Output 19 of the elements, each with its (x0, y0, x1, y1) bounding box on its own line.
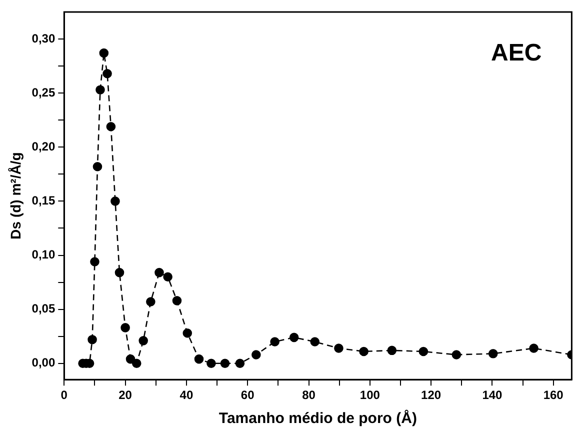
y-axis-title: Ds (d) m²/Å/g (7, 152, 24, 240)
y-tick-label: 0,05 (32, 302, 56, 316)
x-tick-label: 120 (421, 388, 442, 402)
x-tick-label: 20 (118, 388, 132, 402)
x-tick-label: 0 (60, 388, 68, 402)
annotation: AEC (491, 40, 542, 67)
y-tick-label: 0,30 (32, 31, 56, 46)
y-tick-label: 0,25 (32, 85, 56, 100)
x-tick-label: 80 (302, 388, 316, 402)
x-axis-title: Tamanho médio de poro (Å) (218, 409, 417, 428)
y-tick-label: 0,15 (32, 194, 56, 208)
x-tick-label: 100 (360, 388, 380, 402)
x-tick-label: 140 (482, 388, 503, 402)
y-tick-label: 0,00 (32, 356, 56, 370)
x-tick-label: 160 (543, 388, 564, 402)
x-tick-label: 60 (240, 388, 255, 402)
x-tick-label: 40 (180, 388, 194, 402)
y-tick-label: 0,20 (32, 139, 56, 154)
y-tick-label: 0,10 (32, 248, 56, 262)
